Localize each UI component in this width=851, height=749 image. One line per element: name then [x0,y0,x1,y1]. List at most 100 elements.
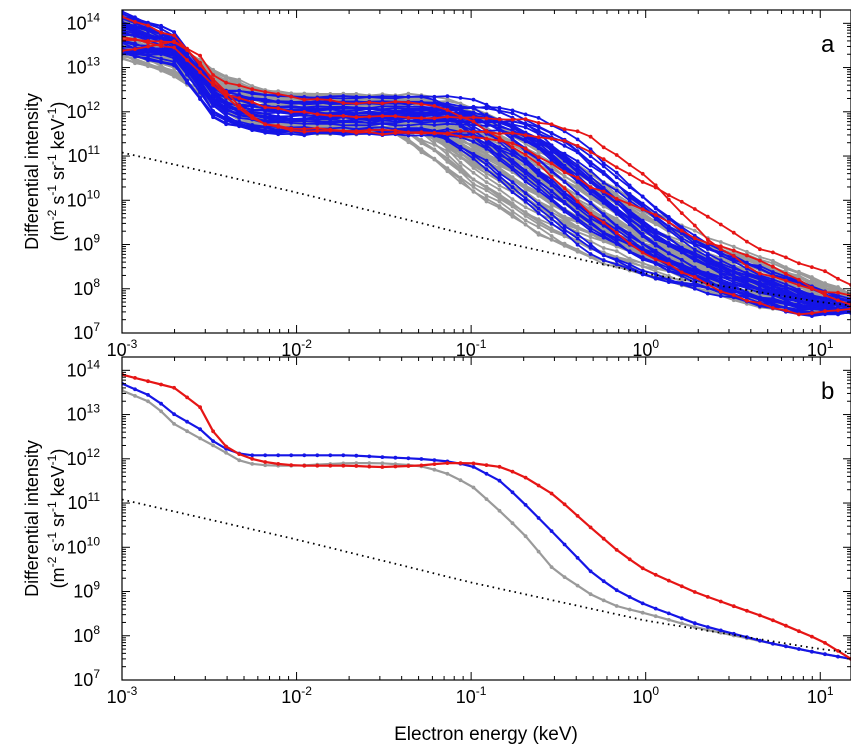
red-series-line-point [731,293,736,297]
blue-series-line-point [666,216,671,221]
blue-series-line-point [341,133,346,137]
blue-series-line-point [224,118,229,123]
gray-series-line-point [146,63,150,68]
blue-series-line-point [471,153,476,158]
blue-series-line-point [692,247,697,252]
blue-series-line-point [250,123,255,127]
blue-series-line-point [302,105,307,110]
blue-series-line-point [731,264,736,269]
blue-series-line-point [705,251,710,256]
blue-series-line-point [784,302,788,307]
blue-series-line-point [523,149,528,154]
red-series-line-point [432,104,437,108]
red-series-line-point [354,101,359,106]
gray-series-line-point [627,226,632,231]
blue-series-line-point [731,259,736,264]
gray-series-line-point [653,221,658,226]
blue-series-line-point [718,286,723,291]
blue-series-line-point [172,30,177,34]
blue-series-line-point [810,296,814,301]
blue-series-line-point [536,141,541,146]
gray-series-line-point [640,261,645,265]
blue-series-line-point [705,286,710,290]
gray-series-line-point [484,175,489,180]
gray-series-line-point [653,266,658,271]
blue-series-line-point [263,99,268,103]
red-series-line-point [797,312,801,317]
blue-series-line-point [510,108,515,113]
gray-series-line-point [549,234,554,238]
red-series-line-point [510,145,515,150]
blue-series-line-point [666,225,671,230]
blue-series-line-point [458,122,463,126]
blue-series-line-point [614,211,619,216]
gray-series-line-point [471,144,476,148]
blue-series-line-point [562,207,567,212]
blue-series-line-point [640,194,645,199]
blue-series-line-point [614,208,619,213]
blue-series-line-point [341,125,346,130]
blue-series-line-point [159,24,164,29]
blue-series-line-point [601,185,606,190]
gray-series-line-point [445,169,450,174]
blue-series-line-point [549,221,554,226]
gray-series-line-point [302,91,307,96]
blue-series-line-point [445,101,450,106]
blue-series-line-point [536,206,541,211]
blue-series-line-point [328,111,333,115]
blue-series-line-point [758,291,762,295]
blue-series-line-point [510,111,515,116]
blue-series-line-point [705,254,710,259]
blue-series-line-point [354,107,359,112]
blue-series-line-point [797,294,801,299]
blue-series-line-point [172,63,177,68]
blue-series-line-point [731,277,736,282]
blue-series-line-point [302,114,307,118]
blue-series-line-point [146,33,150,38]
gray-series-line-point [679,242,684,247]
gray-series-line-point [549,226,554,231]
blue-series-line-point [640,226,645,231]
blue-series-line-point [692,257,697,262]
blue-series-line-point [653,251,658,256]
blue-series-line-point [771,298,775,303]
gray-series-line-point [823,281,827,286]
blue-series-line-point [133,33,137,38]
blue-series-line-point [341,109,346,114]
blue-series-line-point [211,91,216,96]
red-series-line-point [536,162,541,166]
gray-series-line-point [471,189,476,194]
blue-series-line-point [823,302,827,307]
blue-series-line-point [445,94,450,98]
blue-series-line-point [718,266,723,270]
red-series-line-point [289,94,294,99]
blue-series-line-point [185,52,190,57]
blue-series-line-point [471,156,476,161]
blue-series-line-point [588,216,593,221]
blue-series-line-point [797,306,801,311]
blue-series-line-point [640,255,645,260]
blue-series-line-point [588,188,593,193]
blue-series-line-point [549,193,554,198]
blue-series-line-point [679,274,684,278]
blue-series-line-point [745,292,749,296]
gray-series-line-point [784,267,788,272]
blue-series-line-point [758,304,762,309]
blue-series-line-point [198,80,203,85]
blue-series-line-point [823,305,827,310]
blue-series-line-point [146,26,150,30]
blue-series-line-point [731,274,736,279]
blue-series-line-point [549,146,554,151]
blue-series-line-point [133,28,137,33]
blue-series-line-point [588,168,593,173]
blue-series-line-point [289,105,294,109]
blue-series-line-point [302,95,307,99]
blue-series-line-point [692,252,697,257]
gray-series-line-point [159,67,164,71]
red-series-line-point [497,136,502,140]
red-series-line-point [614,230,619,235]
red-series-line-point [549,175,554,179]
blue-series-line-point [784,282,788,287]
blue-series-line-point [640,234,645,239]
blue-series-line-point [718,253,723,258]
